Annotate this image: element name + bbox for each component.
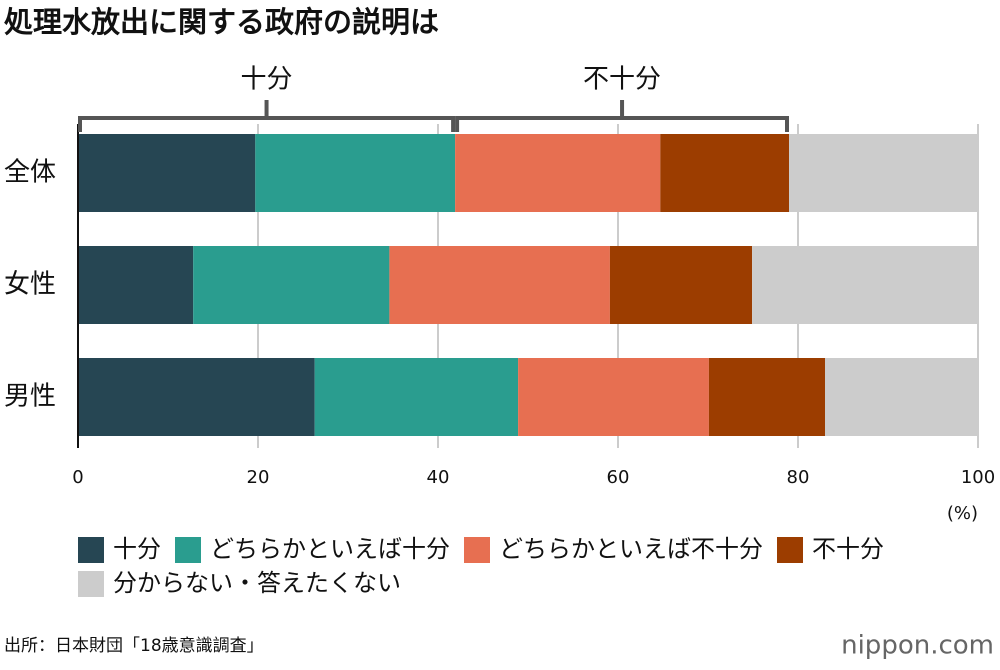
bar-segment: [789, 134, 978, 212]
x-tick-label: 100: [961, 467, 995, 488]
bar-segment: [78, 134, 256, 212]
bar-segment: [708, 358, 825, 436]
source: 出所：日本財団「18歳意識調査」: [4, 636, 264, 656]
x-tick-label: 20: [247, 467, 270, 488]
y-tick-label: 男性: [4, 382, 56, 412]
legend-label: どちらかといえば不十分: [499, 535, 763, 563]
bar-segment: [518, 358, 709, 436]
legend-swatch: [78, 571, 104, 597]
x-tick-label: 60: [607, 467, 630, 488]
legend-swatch: [78, 537, 104, 563]
bar-segment: [660, 134, 789, 212]
legend-swatch: [464, 537, 490, 563]
y-tick-label: 全体: [4, 158, 56, 188]
legend-label: 十分: [113, 535, 161, 563]
legend-swatch: [777, 537, 803, 563]
legend-label: 不十分: [812, 535, 884, 563]
legend-swatch: [175, 537, 201, 563]
bar-segment: [752, 246, 978, 324]
bar-segment: [78, 246, 194, 324]
chart-title: 処理水放出に関する政府の説明は: [4, 5, 439, 39]
legend-label: 分からない・答えたくない: [113, 569, 401, 597]
y-tick-label: 女性: [4, 270, 56, 300]
x-tick-label: 40: [427, 467, 450, 488]
unit-label: (%): [947, 503, 978, 524]
bar-segment: [825, 358, 978, 436]
logo: nippon.com: [841, 631, 994, 661]
bracket: [78, 100, 456, 132]
x-tick-label: 0: [72, 467, 83, 488]
bar-segment: [193, 246, 390, 324]
bar-segment: [255, 134, 456, 212]
bracket-label: 不十分: [583, 65, 661, 95]
bar-segment: [314, 358, 519, 436]
bracket-label: 十分: [241, 65, 293, 95]
bar-segment: [78, 358, 315, 436]
bar-segment: [389, 246, 610, 324]
legend-label: どちらかといえば十分: [210, 535, 450, 563]
x-tick-label: 80: [787, 467, 810, 488]
bar-segment: [455, 134, 661, 212]
bar-segment: [609, 246, 753, 324]
bracket: [455, 100, 789, 132]
